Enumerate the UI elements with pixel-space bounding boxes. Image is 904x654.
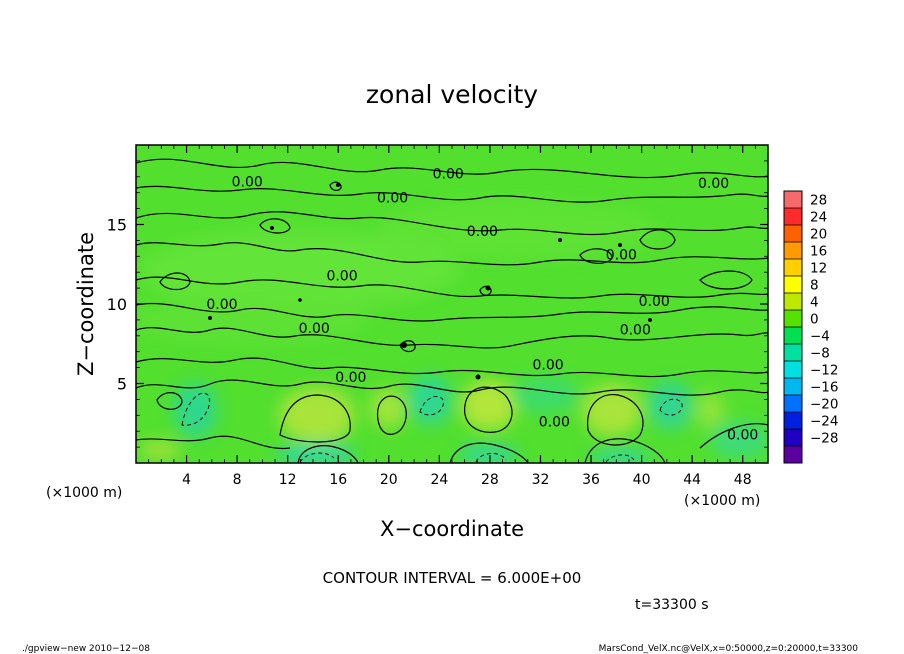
y-axis-label: Z−coordinate [74,232,98,376]
contour-lines [136,158,768,463]
plot-area: 0.00 0.00 0.00 0.00 0.00 0.00 0.00 0.00 0.00 0.00… [136,145,768,463]
colorbar-swatch [784,242,802,260]
colorbar-swatch [784,429,802,447]
x-axis-ticks: 4 8 12 16 20 24 28 32 36 40 44 48 [148,145,756,488]
colorbar-swatch [784,327,802,345]
contour-value-label: 0.00 [206,297,237,313]
colorbar-swatch [784,344,802,362]
contour-value-label: 0.00 [326,268,357,284]
x-tick-label: 40 [633,472,651,488]
colorbar-label: 12 [810,261,827,277]
contour-value-label: 0.00 [620,322,651,338]
contour-value-label: 0.00 [232,175,263,191]
y-tick-label: 15 [107,216,127,235]
colorbar-swatch [784,310,802,328]
colorbar-swatch [784,191,802,209]
chart-title: zonal velocity [366,80,538,109]
colorbar-label: −20 [810,397,839,413]
contour-value-label: 0.00 [639,294,670,310]
y-tick-label: 5 [117,375,127,394]
colorbar-label: −4 [810,329,830,345]
contour-value-label: 0.00 [539,415,570,431]
y-tick-label: 10 [107,295,127,314]
colorbar-label: 28 [810,193,827,209]
x-tick-label: 36 [582,472,600,488]
x-axis-unit-left: (×1000 m) [46,485,122,501]
contour-value-label: 0.00 [467,224,498,240]
colorbar-swatch [784,378,802,396]
contour-interval: CONTOUR INTERVAL = 6.000E+00 [323,569,582,587]
contour-value-label: 0.00 [377,190,408,206]
x-tick-label: 48 [734,472,752,488]
footer-right: MarsCond_VelX.nc@VelX,x=0:50000,z=0:2000… [599,644,859,654]
contour-labels: 0.00 0.00 0.00 0.00 0.00 0.00 0.00 0.00 0.00 0.00… [206,167,758,444]
colorbar-label: −8 [810,346,830,362]
x-tick-label: 8 [233,472,242,488]
colorbar-label: −28 [810,431,839,447]
contour-value-label: 0.00 [299,321,330,337]
colorbar-swatch [784,259,802,277]
x-tick-label: 28 [481,472,499,488]
colorbar-swatch [784,293,802,311]
x-tick-label: 44 [683,472,701,488]
colorbar-swatch [784,225,802,243]
colorbar-label: 8 [810,278,819,294]
colorbar-label: −24 [810,414,839,430]
colorbar-swatch [784,395,802,413]
colorbar-label: −12 [810,363,839,379]
y-axis-ticks: 5 10 15 [107,160,768,448]
x-tick-label: 4 [182,472,191,488]
colorbar-swatch [784,361,802,379]
footer-left: ./gpview−new 2010−12−08 [22,644,150,654]
colorbar-swatch [784,208,802,226]
x-tick-label: 32 [532,472,550,488]
x-tick-label: 20 [380,472,398,488]
colorbar-swatch [784,276,802,294]
x-tick-label: 24 [430,472,448,488]
x-tick-label: 12 [279,472,297,488]
contour-value-label: 0.00 [698,176,729,192]
colorbar-label: 20 [810,227,827,243]
colorbar-label: 24 [810,210,827,226]
x-tick-label: 16 [329,472,347,488]
time-label: t=33300 s [635,597,709,613]
noise-contours [208,183,652,380]
contour-value-label: 0.00 [532,357,563,373]
contour-value-label: 0.00 [606,248,637,264]
x-axis-unit-right: (×1000 m) [684,493,760,509]
x-axis-label: X−coordinate [380,517,524,541]
colorbar-label: 4 [810,295,819,311]
contour-value-label: 0.00 [433,167,464,183]
colorbar-swatch [784,412,802,430]
field-shading [136,200,768,463]
contour-value-label: 0.00 [335,370,366,386]
colorbar-label: 0 [810,312,819,328]
colorbar-label: 16 [810,244,827,260]
colorbar-swatch [784,446,802,464]
contour-value-label: 0.00 [727,427,758,443]
colorbar-label: −16 [810,380,839,396]
